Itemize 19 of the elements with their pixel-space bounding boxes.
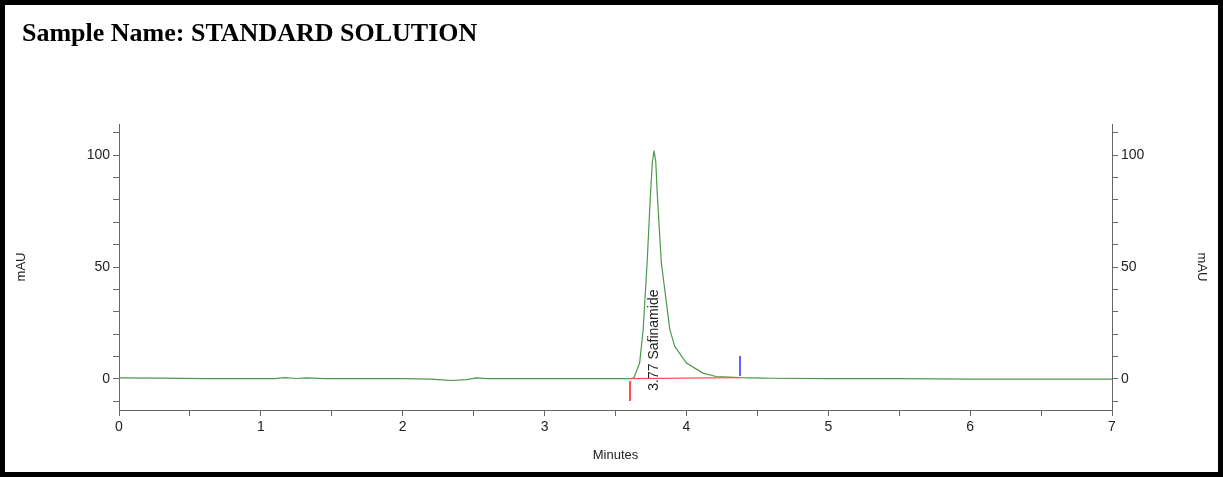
- chart-title: Sample Name: STANDARD SOLUTION: [22, 18, 478, 48]
- y-tick-label: 0: [102, 369, 111, 386]
- y2-axis-title: mAU: [1194, 252, 1210, 282]
- y2-tick-label: 100: [1121, 146, 1145, 163]
- x-tick-label: 7: [1108, 418, 1117, 435]
- x-tick-label: 0: [115, 418, 124, 435]
- x-tick-label: 5: [824, 418, 833, 435]
- y-axis-title: mAU: [13, 252, 29, 282]
- x-tick-label: 1: [256, 418, 265, 435]
- y2-tick-label: 50: [1121, 257, 1137, 274]
- y2-tick-label: 0: [1121, 369, 1129, 386]
- x-axis-title: Minutes: [592, 446, 639, 462]
- annotation: 3.77 Safinamide: [644, 289, 661, 391]
- y-tick-label: 100: [86, 146, 111, 163]
- x-tick-label: 2: [398, 418, 407, 435]
- x-tick-label: 3: [540, 418, 549, 435]
- x-tick-label: 4: [682, 418, 691, 435]
- x-tick-label: 6: [966, 418, 975, 435]
- y-tick-label: 50: [94, 257, 111, 274]
